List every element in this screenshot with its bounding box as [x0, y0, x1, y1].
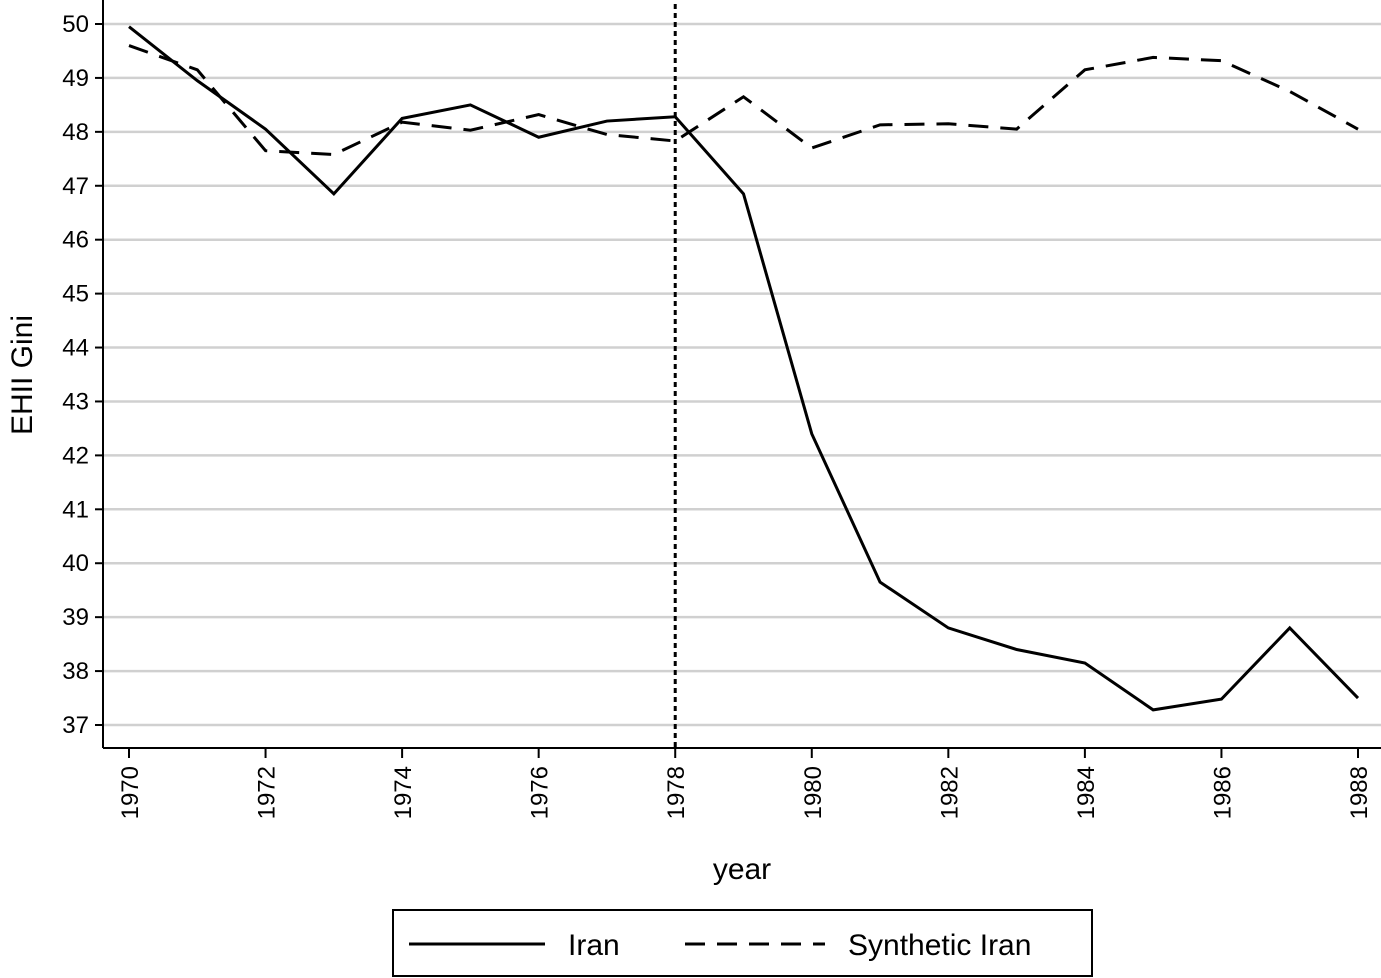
x-tick-label: 1980 [800, 766, 827, 819]
legend-label-iran: Iran [568, 929, 620, 962]
x-tick-label: 1988 [1346, 766, 1373, 819]
y-tick-label: 50 [62, 11, 89, 38]
y-tick-label: 48 [62, 119, 89, 146]
axes [102, 0, 1381, 749]
series-line-iran [128, 25, 1360, 712]
y-tick-label: 43 [62, 388, 89, 415]
y-tick-label: 46 [62, 227, 89, 254]
y-tick-label: 37 [62, 712, 89, 739]
x-tick-label: 1974 [390, 766, 417, 819]
y-tick-label: 40 [62, 550, 89, 577]
y-tick-label: 49 [62, 65, 89, 92]
y-axis-ticks: 37 38 39 40 41 42 43 44 45 46 47 48 49 50 [62, 11, 103, 739]
series-line-synthetic-iran [128, 44, 1359, 157]
x-tick-label: 1970 [117, 766, 144, 819]
x-tick-label: 1984 [1073, 766, 1100, 819]
y-tick-label: 38 [62, 658, 89, 685]
grid [103, 22, 1381, 727]
y-tick-label: 41 [62, 496, 89, 523]
y-tick-label: 47 [62, 173, 89, 200]
x-tick-label: 1986 [1209, 766, 1236, 819]
x-axis-title: year [713, 853, 771, 886]
y-tick-label: 42 [62, 442, 89, 469]
x-tick-label: 1982 [936, 766, 963, 819]
x-tick-label: 1972 [254, 766, 281, 819]
legend-items: Iran Synthetic Iran [409, 929, 1031, 962]
x-tick-label: 1978 [663, 766, 690, 819]
y-tick-label: 44 [62, 335, 89, 362]
y-tick-label: 39 [62, 604, 89, 631]
series-group [128, 25, 1360, 712]
legend-label-synthetic-iran: Synthetic Iran [848, 929, 1031, 962]
x-tick-label: 1976 [527, 766, 554, 819]
x-axis-ticks: 1970 1972 1974 1976 1978 1980 1982 1984 1986 1988 [117, 748, 1373, 819]
y-tick-label: 45 [62, 281, 89, 308]
y-axis-title: EHII Gini [6, 315, 39, 435]
legend: Iran Synthetic Iran [392, 909, 1093, 977]
